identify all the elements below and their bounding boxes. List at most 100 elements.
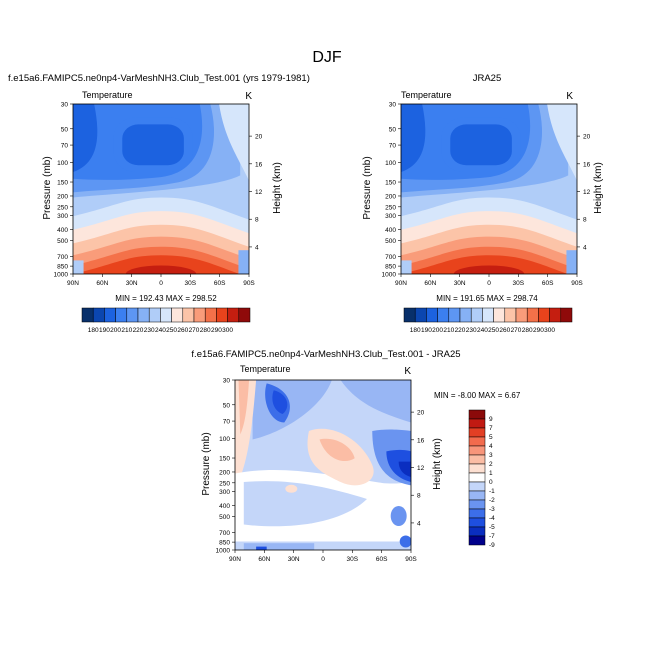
colorbar-label: 220 [455, 327, 466, 334]
colorbar-label: 270 [189, 327, 200, 334]
contour-fill [238, 380, 250, 435]
y-tick-label: 30 [223, 378, 231, 385]
y-tick-label: 850 [385, 264, 396, 271]
y-right-tick-label: 16 [255, 161, 263, 168]
panel-model: f.e15a6.FAMIPC5.ne0np4-VarMeshNH3.Club_T… [8, 73, 310, 334]
y-tick-label: 700 [385, 254, 396, 261]
x-tick-label: 90S [405, 556, 417, 563]
colorbar-swatch [459, 307, 472, 323]
x-tick-label: 30N [454, 280, 466, 287]
contour-fill [243, 481, 367, 527]
colorbar-swatch [515, 307, 528, 323]
x-tick-label: 0 [159, 280, 163, 287]
colorbar-label: 2 [489, 461, 493, 468]
panel-obs-ylabel: Pressure (mb) [362, 156, 373, 219]
panel-model-subtitle-right: K [245, 91, 252, 102]
colorbar-label: 200 [110, 327, 121, 334]
contour-fill [399, 535, 411, 548]
x-tick-label: 90S [571, 280, 583, 287]
x-tick-label: 90S [243, 280, 255, 287]
y-right-tick-label: 20 [417, 410, 425, 417]
y-right-tick-label: 8 [583, 217, 587, 224]
panel-diff-subtitle-right: K [404, 366, 411, 377]
panel-obs-x-ticks: 90N 60N 30N 0 30S 60S 90S [395, 274, 583, 287]
contour-fill [398, 461, 411, 477]
colorbar-label: -2 [489, 497, 495, 504]
panel-diff-title: f.e15a6.FAMIPC5.ne0np4-VarMeshNH3.Club_T… [191, 349, 460, 360]
contour-fill [453, 265, 525, 274]
colorbar-label: 1 [489, 470, 493, 477]
y-tick-label: 500 [57, 238, 68, 245]
colorbar-label: 300 [544, 327, 555, 334]
colorbar-label: -9 [489, 542, 495, 549]
panel-diff-subtitle-left: Temperature [240, 364, 291, 374]
panel-diff-ylabel: Pressure (mb) [201, 432, 212, 495]
colorbar-label: 240 [155, 327, 166, 334]
y-tick-label: 50 [61, 126, 69, 133]
colorbar-swatch [468, 418, 486, 429]
colorbar-swatch [126, 307, 139, 323]
contour-fill [73, 104, 98, 172]
colorbar-swatch [549, 307, 562, 323]
colorbar-swatch [468, 490, 486, 501]
x-tick-label: 30S [347, 556, 359, 563]
colorbar-swatch [470, 307, 483, 323]
contour-fill [219, 104, 249, 181]
colorbar-label: 260 [177, 327, 188, 334]
y-tick-label: 30 [61, 102, 69, 109]
colorbar-swatch [538, 307, 550, 323]
colorbar-label: 250 [166, 327, 177, 334]
colorbar-swatch [468, 535, 486, 546]
contour-fill [122, 124, 184, 166]
colorbar-swatch [468, 409, 486, 420]
colorbar-swatch [426, 307, 438, 323]
colorbar-label: 250 [488, 327, 499, 334]
colorbar-swatch [526, 307, 539, 323]
x-tick-label: 90N [67, 280, 79, 287]
x-tick-label: 30N [126, 280, 138, 287]
colorbar-label: 0 [489, 479, 493, 486]
colorbar-swatch [182, 307, 195, 323]
colorbar-swatch [137, 307, 150, 323]
y-tick-label: 200 [57, 193, 68, 200]
panel-obs-plot [400, 103, 578, 275]
colorbar-swatch [468, 463, 486, 474]
contour-fill [125, 265, 197, 274]
y-tick-label: 30 [389, 102, 397, 109]
colorbar-label: 210 [443, 327, 454, 334]
colorbar-swatch [468, 499, 486, 510]
colorbar-swatch [468, 526, 486, 537]
y-tick-label: 100 [57, 160, 68, 167]
colorbar-label: 200 [432, 327, 443, 334]
y-tick-label: 300 [57, 213, 68, 220]
colorbar-label: 280 [200, 327, 211, 334]
colorbar-label: 220 [133, 327, 144, 334]
y-tick-label: 400 [385, 227, 396, 234]
colorbar-label: 190 [99, 327, 110, 334]
colorbar-swatch [448, 307, 461, 323]
panel-obs: JRA25 Temperature K 30507010015020025030… [362, 73, 604, 334]
y-tick-label: 500 [219, 514, 230, 521]
panel-model-plot [72, 103, 250, 275]
contour-fill [243, 543, 315, 550]
y-tick-label: 500 [385, 238, 396, 245]
y-right-tick-label: 12 [255, 189, 263, 196]
colorbar-label: -4 [489, 515, 495, 522]
contour-fill [450, 124, 512, 166]
colorbar-label: 180 [410, 327, 421, 334]
colorbar-label: -1 [489, 488, 495, 495]
colorbar-label: 3 [489, 452, 493, 459]
y-right-tick-label: 12 [583, 189, 591, 196]
y-right-tick-label: 12 [417, 465, 425, 472]
contour-fill [547, 104, 577, 181]
contour-fill [272, 390, 288, 414]
colorbar-swatch [468, 436, 486, 447]
x-tick-label: 90N [395, 280, 407, 287]
y-tick-label: 250 [219, 480, 230, 487]
colorbar-swatch [227, 307, 240, 323]
panel-obs-subtitle-right: K [566, 91, 573, 102]
colorbar-swatch [468, 445, 486, 456]
colorbar-label: 290 [211, 327, 222, 334]
colorbar-swatch [216, 307, 228, 323]
